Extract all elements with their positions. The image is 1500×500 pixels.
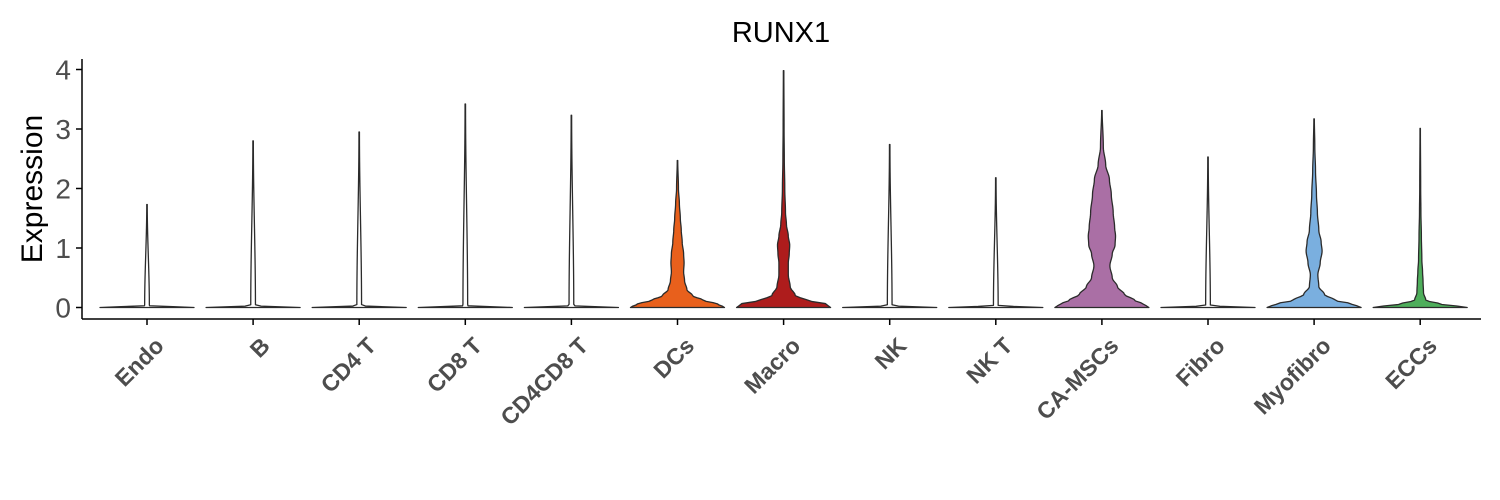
x-tick-label-fibro: Fibro [1171, 332, 1230, 391]
violin-cd8-t [417, 103, 513, 309]
y-tick-label: 1 [55, 233, 71, 264]
violin-myofibro [1266, 118, 1362, 309]
y-axis-label: Expression [16, 115, 49, 263]
x-tick-label-ca-mscs: CA-MSCs [1031, 332, 1123, 424]
violin-nk [842, 143, 938, 309]
violin-macro [735, 70, 832, 309]
y-tick-label: 2 [55, 174, 71, 205]
x-tick-label-cd8-t: CD8 T [422, 332, 487, 397]
y-tick-label: 3 [55, 114, 71, 145]
y-tick-label: 4 [55, 55, 71, 86]
violin-layer [99, 70, 1468, 309]
violin-dcs [629, 159, 726, 309]
y-axis-ticks: 0 1 2 3 4 [55, 55, 82, 324]
violin-nk-t [948, 177, 1044, 309]
x-tick-label-endo: Endo [110, 332, 169, 391]
chart-title: RUNX1 [732, 17, 830, 49]
violin-fibro [1160, 156, 1256, 309]
x-tick-label-cd4cd8-t: CD4CD8 T [495, 332, 593, 430]
violin-b [205, 140, 301, 309]
violin-cd4-t [311, 131, 407, 309]
x-tick-label-b: B [245, 332, 275, 362]
x-tick-label-dcs: DCs [648, 332, 699, 383]
violin-cd4cd8-t [523, 114, 620, 309]
violin-endo [99, 203, 195, 309]
x-tick-label-macro: Macro [739, 332, 805, 398]
y-tick-label: 0 [55, 293, 71, 324]
x-tick-label-eccs: ECCs [1380, 332, 1442, 394]
x-tick-label-cd4-t: CD4 T [316, 332, 381, 397]
x-tick-label-nk-t: NK T [961, 332, 1017, 388]
x-tick-label-myofibro: Myofibro [1249, 332, 1336, 419]
violin-eccs [1372, 127, 1468, 309]
x-tick-label-nk: NK [870, 332, 912, 374]
x-axis-ticks: Endo B CD4 T CD8 T CD4CD8 T DCs Macro NK NK T CA-… [110, 319, 1442, 430]
violin-ca-mscs [1054, 109, 1150, 309]
